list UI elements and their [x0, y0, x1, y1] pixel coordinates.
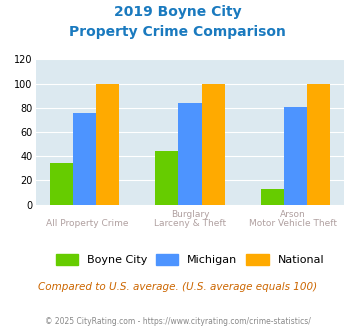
Bar	[50, 163, 73, 205]
Bar	[307, 83, 330, 205]
Text: All Property Crime: All Property Crime	[46, 219, 128, 228]
Text: © 2025 CityRating.com - https://www.cityrating.com/crime-statistics/: © 2025 CityRating.com - https://www.city…	[45, 317, 310, 326]
Legend: Boyne City, Michigan, National: Boyne City, Michigan, National	[56, 254, 324, 265]
Text: Arson: Arson	[280, 210, 306, 218]
Text: Property Crime Comparison: Property Crime Comparison	[69, 25, 286, 39]
Bar	[178, 103, 202, 205]
Bar	[261, 189, 284, 205]
Bar	[284, 107, 307, 205]
Bar	[96, 83, 119, 205]
Bar	[155, 151, 178, 205]
Text: 2019 Boyne City: 2019 Boyne City	[114, 5, 241, 19]
Bar	[202, 83, 225, 205]
Text: Burglary: Burglary	[171, 210, 209, 218]
Text: Larceny & Theft: Larceny & Theft	[154, 219, 226, 228]
Text: Motor Vehicle Theft: Motor Vehicle Theft	[249, 219, 337, 228]
Bar	[73, 113, 96, 205]
Text: Compared to U.S. average. (U.S. average equals 100): Compared to U.S. average. (U.S. average …	[38, 282, 317, 292]
